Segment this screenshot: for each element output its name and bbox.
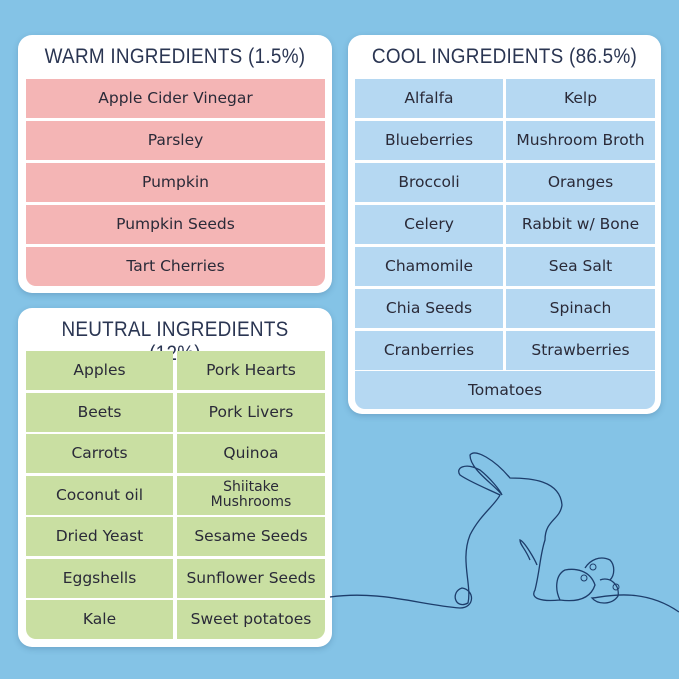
ingredient-item: Apples <box>26 351 173 390</box>
warm-ingredients-card: WARM INGREDIENTS (1.5%) Apple Cider Vine… <box>18 35 332 293</box>
ingredient-item: Carrots <box>26 434 173 473</box>
ingredient-item: Sesame Seeds <box>177 517 325 556</box>
ingredient-item: Pork Hearts <box>177 351 325 390</box>
ingredient-item: Sea Salt <box>506 247 655 286</box>
warm-title: WARM INGREDIENTS (1.5%) <box>44 45 306 68</box>
ingredient-item: Pork Livers <box>177 392 325 432</box>
neutral-ingredients-card: NEUTRAL INGREDIENTS (12%) Apples Pork Hea… <box>18 308 332 647</box>
ingredient-item: Spinach <box>506 289 655 328</box>
ingredient-item: Oranges <box>506 163 655 202</box>
ingredient-item: Coconut oil <box>26 475 173 515</box>
cool-title: COOL INGREDIENTS (86.5%) <box>371 45 638 68</box>
ingredient-item: Dried Yeast <box>26 517 173 556</box>
ingredient-item: Tomatoes <box>355 371 655 409</box>
ingredient-item: Pumpkin Seeds <box>26 205 325 244</box>
ingredient-item: Apple Cider Vinegar <box>26 79 325 118</box>
ingredient-item: Chia Seeds <box>355 289 503 328</box>
ingredient-item: Shiitake Mushrooms <box>177 475 325 515</box>
ingredient-item: Rabbit w/ Bone <box>506 205 655 244</box>
ingredient-item: Blueberries <box>355 121 503 160</box>
ingredient-item: Eggshells <box>26 558 173 598</box>
ingredient-item: Kale <box>26 600 173 639</box>
ingredient-item: Pumpkin <box>26 163 325 202</box>
ingredient-item: Parsley <box>26 121 325 160</box>
cool-ingredients-card: COOL INGREDIENTS (86.5%) Alfalfa Kelp Blue… <box>348 35 661 414</box>
ingredient-item: Beets <box>26 392 173 432</box>
ingredient-item: Sunflower Seeds <box>177 558 325 598</box>
ingredient-item: Cranberries <box>355 331 503 370</box>
ingredient-item: Tart Cherries <box>26 247 325 286</box>
ingredient-item: Quinoa <box>177 434 325 473</box>
ingredient-item: Kelp <box>506 79 655 118</box>
ingredient-item: Alfalfa <box>355 79 503 118</box>
ingredient-item: Sweet potatoes <box>177 600 325 639</box>
ingredient-item: Celery <box>355 205 503 244</box>
ingredient-item: Strawberries <box>506 331 655 370</box>
ingredient-item: Chamomile <box>355 247 503 286</box>
ingredient-item: Broccoli <box>355 163 503 202</box>
ingredient-item: Mushroom Broth <box>506 121 655 160</box>
